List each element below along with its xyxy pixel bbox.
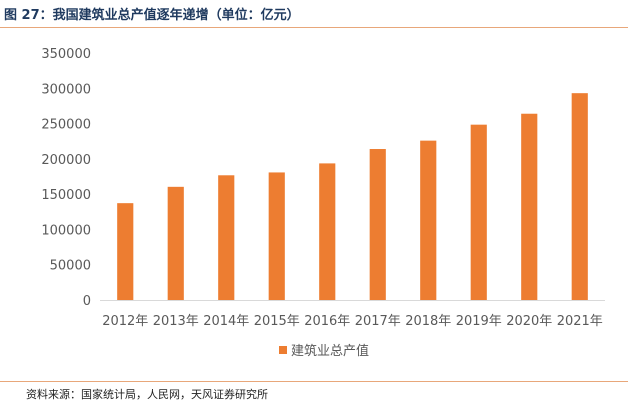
bar — [268, 172, 285, 300]
legend-swatch — [279, 346, 287, 354]
bar-chart: 0 50000 100000 150000 200000 250000 300000 3500… — [41, 47, 605, 359]
x-tick-label: 2021年 — [557, 314, 603, 329]
y-tick-label: 200000 — [41, 153, 91, 168]
bar — [167, 186, 184, 300]
bar — [117, 203, 134, 300]
bar — [571, 93, 588, 301]
bar — [470, 124, 487, 300]
legend-label: 建筑业总产值 — [291, 343, 369, 359]
y-tick-label: 50000 — [50, 259, 91, 274]
bar — [319, 163, 336, 300]
y-tick-label: 100000 — [41, 223, 91, 238]
figure-title: 图 27：我国建筑业总产值逐年递增（单位：亿元） — [4, 8, 300, 23]
x-tick-label: 2020年 — [506, 314, 552, 329]
y-tick-label: 0 — [83, 294, 91, 309]
legend: 建筑业总产值 — [279, 343, 369, 359]
x-axis-ticks: 2012年 2013年 2014年 2015年 2016年 2017年 2018年 2019年… — [102, 314, 603, 329]
bar — [521, 113, 538, 301]
x-tick-label: 2015年 — [254, 314, 300, 329]
y-tick-label: 350000 — [41, 47, 91, 62]
x-tick-label: 2016年 — [304, 314, 350, 329]
x-tick-label: 2014年 — [203, 314, 249, 329]
source-divider — [0, 381, 628, 382]
y-tick-label: 150000 — [41, 188, 91, 203]
x-tick-label: 2012年 — [102, 314, 148, 329]
x-tick-label: 2019年 — [456, 314, 502, 329]
bar — [369, 149, 386, 300]
y-tick-label: 250000 — [41, 118, 91, 133]
bar — [218, 175, 235, 300]
x-tick-label: 2013年 — [153, 314, 199, 329]
source-note: 资料来源：国家统计局，人民网，天风证券研究所 — [26, 388, 268, 401]
y-tick-label: 300000 — [41, 82, 91, 97]
bars — [117, 93, 588, 301]
bar — [420, 140, 437, 300]
title-divider — [0, 27, 628, 28]
x-tick-label: 2018年 — [405, 314, 451, 329]
x-tick-label: 2017年 — [355, 314, 401, 329]
y-axis-ticks: 0 50000 100000 150000 200000 250000 300000 3500… — [41, 47, 91, 309]
